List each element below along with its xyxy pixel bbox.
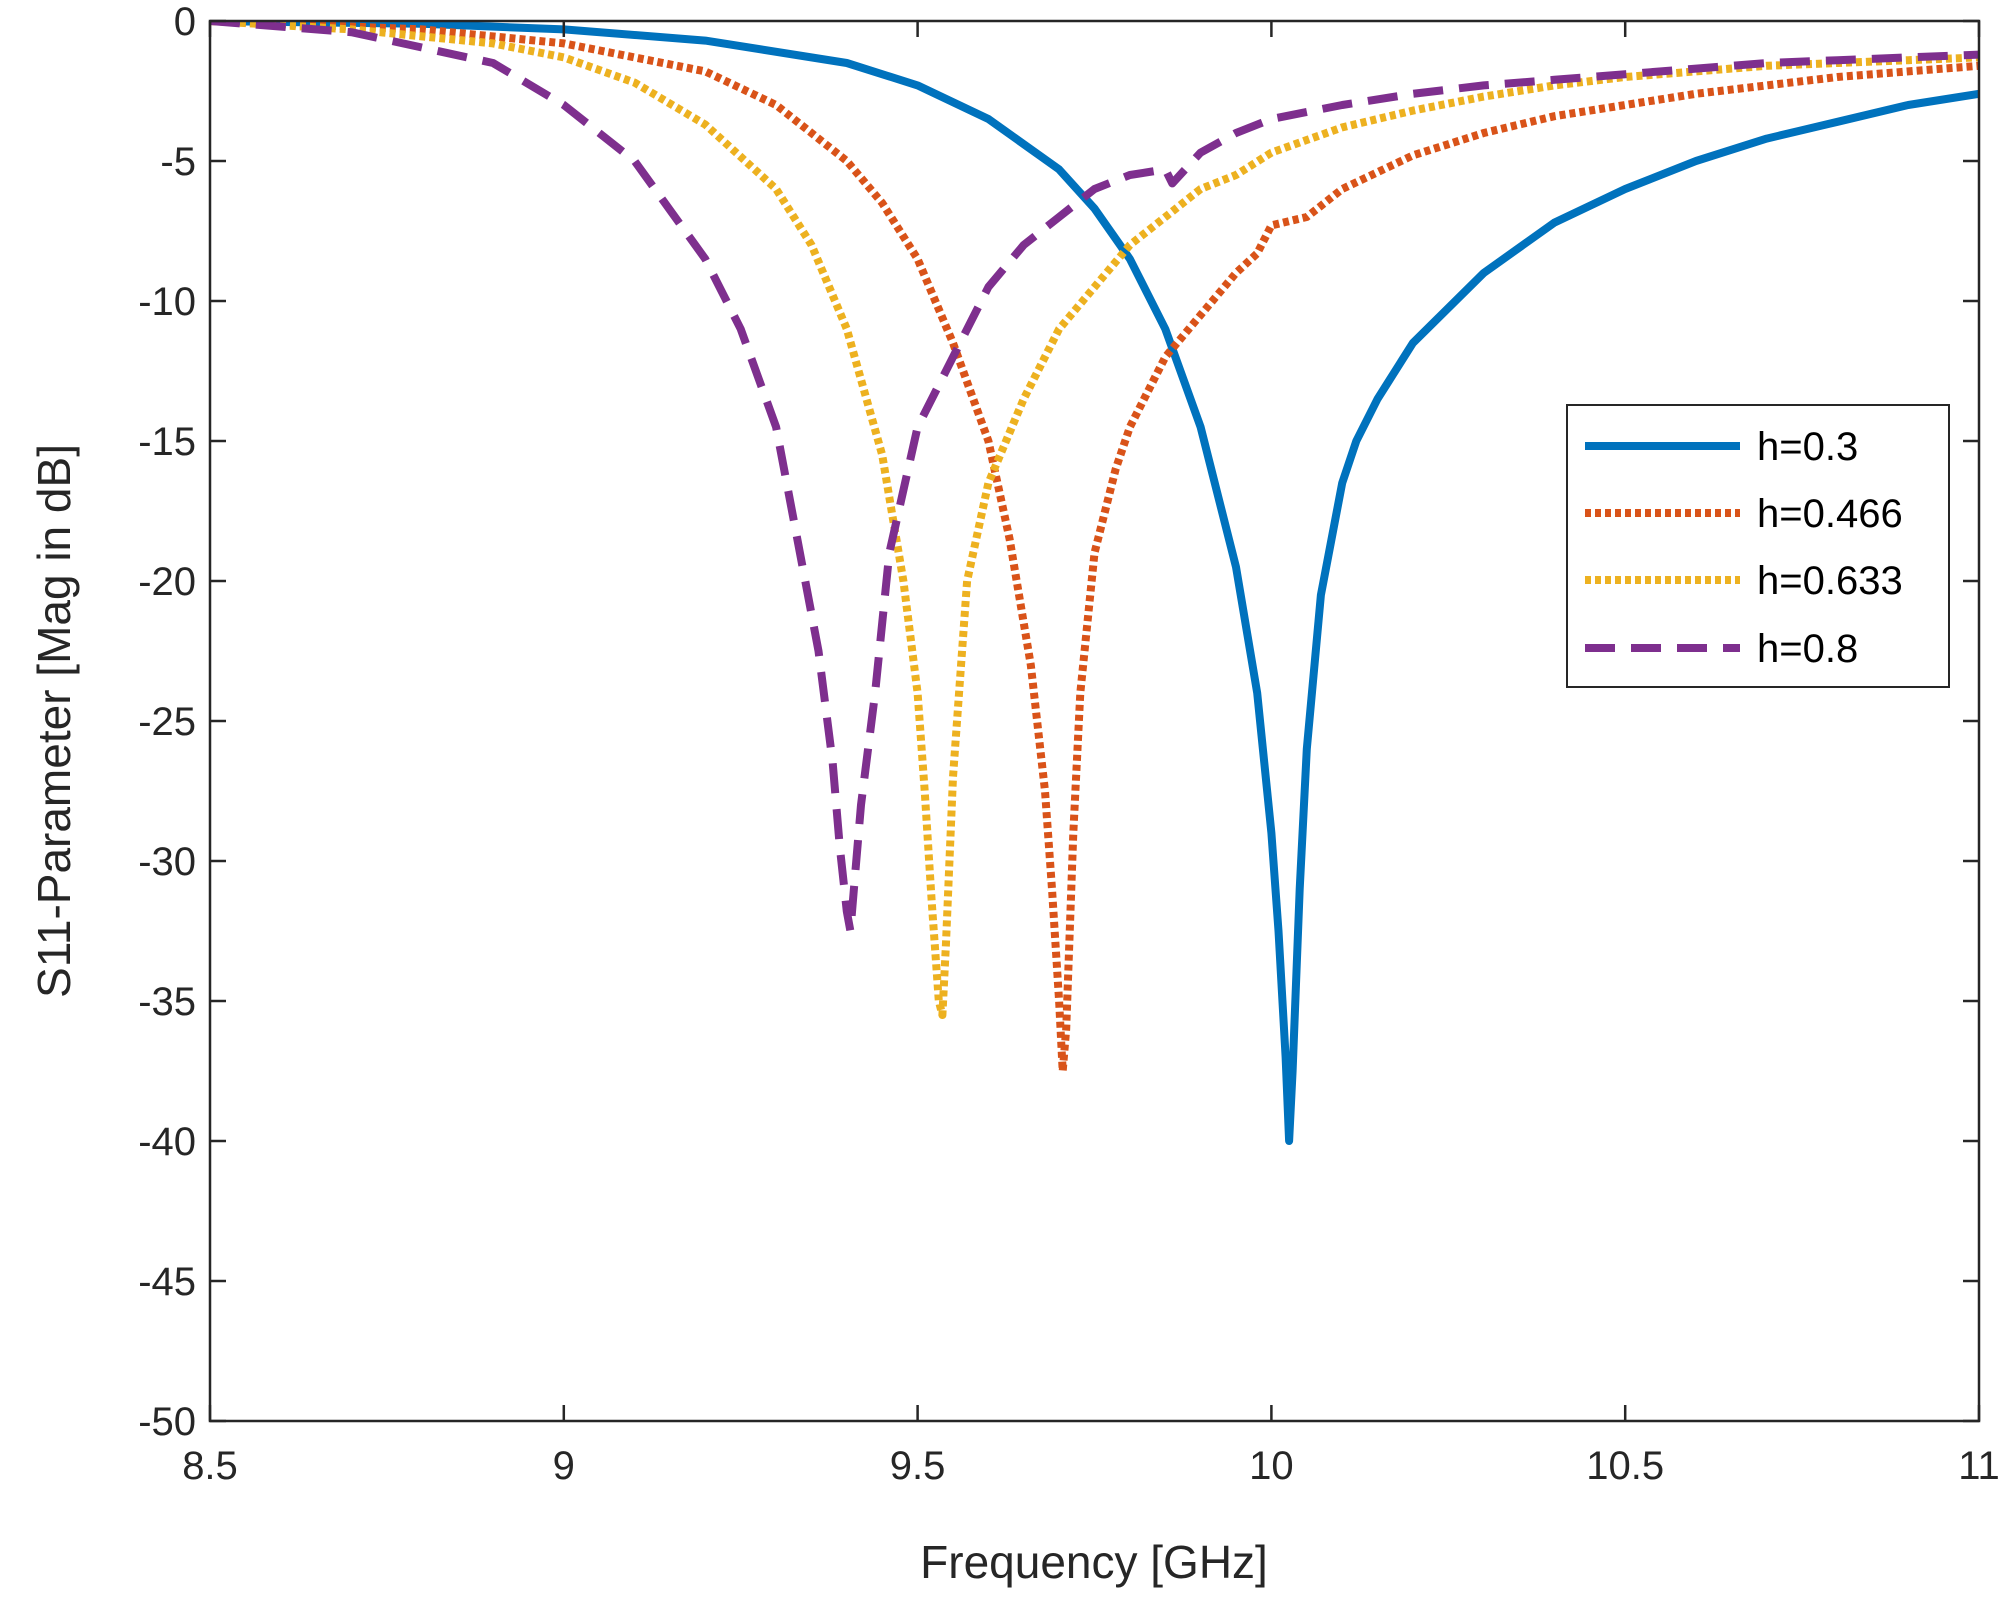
series-line-h-0-466: [210, 21, 1979, 1075]
y-tick-label: -40: [138, 1120, 196, 1164]
x-tick-label: 9.5: [890, 1444, 946, 1488]
x-tick-label: 11: [1958, 1444, 2000, 1488]
x-axis-label: Frequency [GHz]: [920, 1536, 1268, 1588]
plot-area: [210, 21, 1979, 1421]
legend-box: [1566, 404, 1950, 688]
series-line-h-0-3: [210, 21, 1979, 1145]
legend: h=0.3 h=0.466 h=0.633 h=0.8: [1566, 404, 1950, 688]
x-tick-label: 8.5: [182, 1444, 238, 1488]
y-tick-label: -15: [138, 420, 196, 464]
x-tick-label: 10.5: [1586, 1444, 1664, 1488]
legend-label-h0-3: h=0.3: [1757, 425, 1858, 469]
x-tick-label: 9: [553, 1444, 575, 1488]
series-layer: [210, 21, 1979, 1145]
legend-label-h0-8: h=0.8: [1757, 627, 1858, 671]
y-tick-label: -35: [138, 980, 196, 1024]
y-tick-label: -45: [138, 1260, 196, 1304]
legend-label-h0-466: h=0.466: [1757, 492, 1903, 536]
ticks-layer: 8.5 9 9.5 10 10.5 11 0 -5 -10 -15 -20 -25 -30 -35 -40 -…: [138, 0, 2000, 1488]
y-tick-label: -25: [138, 700, 196, 744]
y-tick-label: -30: [138, 840, 196, 884]
series-line-h-0-633: [210, 21, 1979, 1019]
x-tick-label: 10: [1249, 1444, 1294, 1488]
y-tick-label: 0: [174, 0, 196, 44]
y-tick-label: -20: [138, 560, 196, 604]
y-tick-label: -10: [138, 280, 196, 324]
series-line-h-0-8: [210, 21, 1979, 935]
y-tick-label: -5: [160, 140, 196, 184]
legend-label-h0-633: h=0.633: [1757, 559, 1903, 603]
y-tick-label: -50: [138, 1400, 196, 1444]
y-axis-label: S11-Parameter [Mag in dB]: [28, 444, 80, 998]
